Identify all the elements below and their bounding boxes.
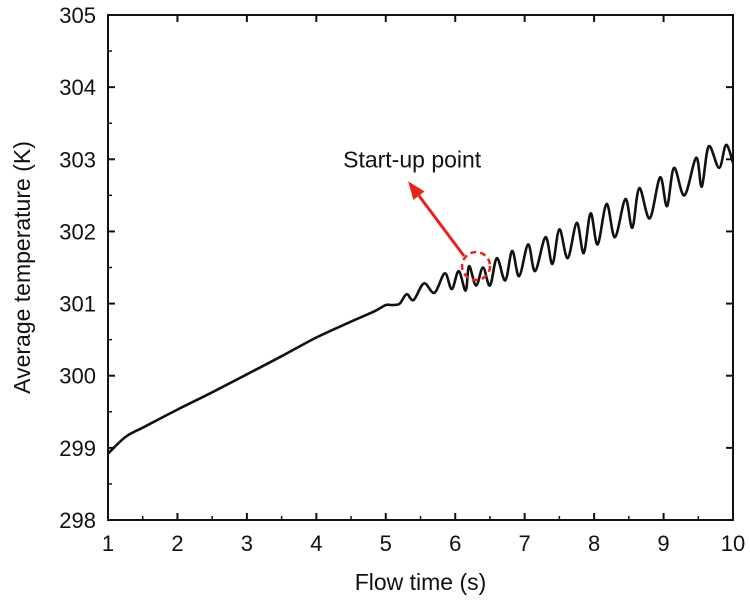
annotation-label: Start-up point bbox=[343, 146, 482, 172]
y-tick-label: 298 bbox=[59, 508, 96, 533]
series-layer bbox=[107, 143, 735, 455]
plot-frame bbox=[107, 14, 734, 521]
temperature-series-line bbox=[107, 143, 735, 455]
annotation-arrow-head bbox=[408, 181, 425, 200]
y-tick-label: 300 bbox=[59, 364, 96, 389]
x-axis-ticks: 1 2 3 4 5 6 7 8 9 10 bbox=[102, 15, 745, 556]
x-tick-label: 9 bbox=[657, 531, 669, 556]
x-tick-label: 10 bbox=[721, 531, 745, 556]
start-up-marker-circle bbox=[460, 250, 492, 282]
annotation-arrow-shaft bbox=[417, 194, 466, 257]
x-tick-label: 7 bbox=[519, 531, 531, 556]
x-tick-label: 5 bbox=[380, 531, 392, 556]
x-tick-label: 2 bbox=[171, 531, 183, 556]
x-axis-title: Flow time (s) bbox=[355, 569, 487, 595]
y-tick-label: 301 bbox=[59, 292, 96, 317]
y-tick-label: 304 bbox=[59, 75, 96, 100]
y-tick-label: 302 bbox=[59, 219, 96, 244]
x-tick-label: 1 bbox=[102, 531, 114, 556]
y-tick-label: 299 bbox=[59, 436, 96, 461]
x-tick-label: 3 bbox=[241, 531, 253, 556]
y-axis-ticks: 298 299 300 301 302 303 304 305 bbox=[59, 3, 733, 533]
x-tick-label: 4 bbox=[310, 531, 322, 556]
y-tick-label: 303 bbox=[59, 147, 96, 172]
y-tick-label: 305 bbox=[59, 3, 96, 28]
x-tick-label: 8 bbox=[588, 531, 600, 556]
x-tick-label: 6 bbox=[449, 531, 461, 556]
y-axis-title: Average temperature (K) bbox=[9, 141, 35, 394]
annotation-layer: Start-up point bbox=[343, 146, 492, 282]
